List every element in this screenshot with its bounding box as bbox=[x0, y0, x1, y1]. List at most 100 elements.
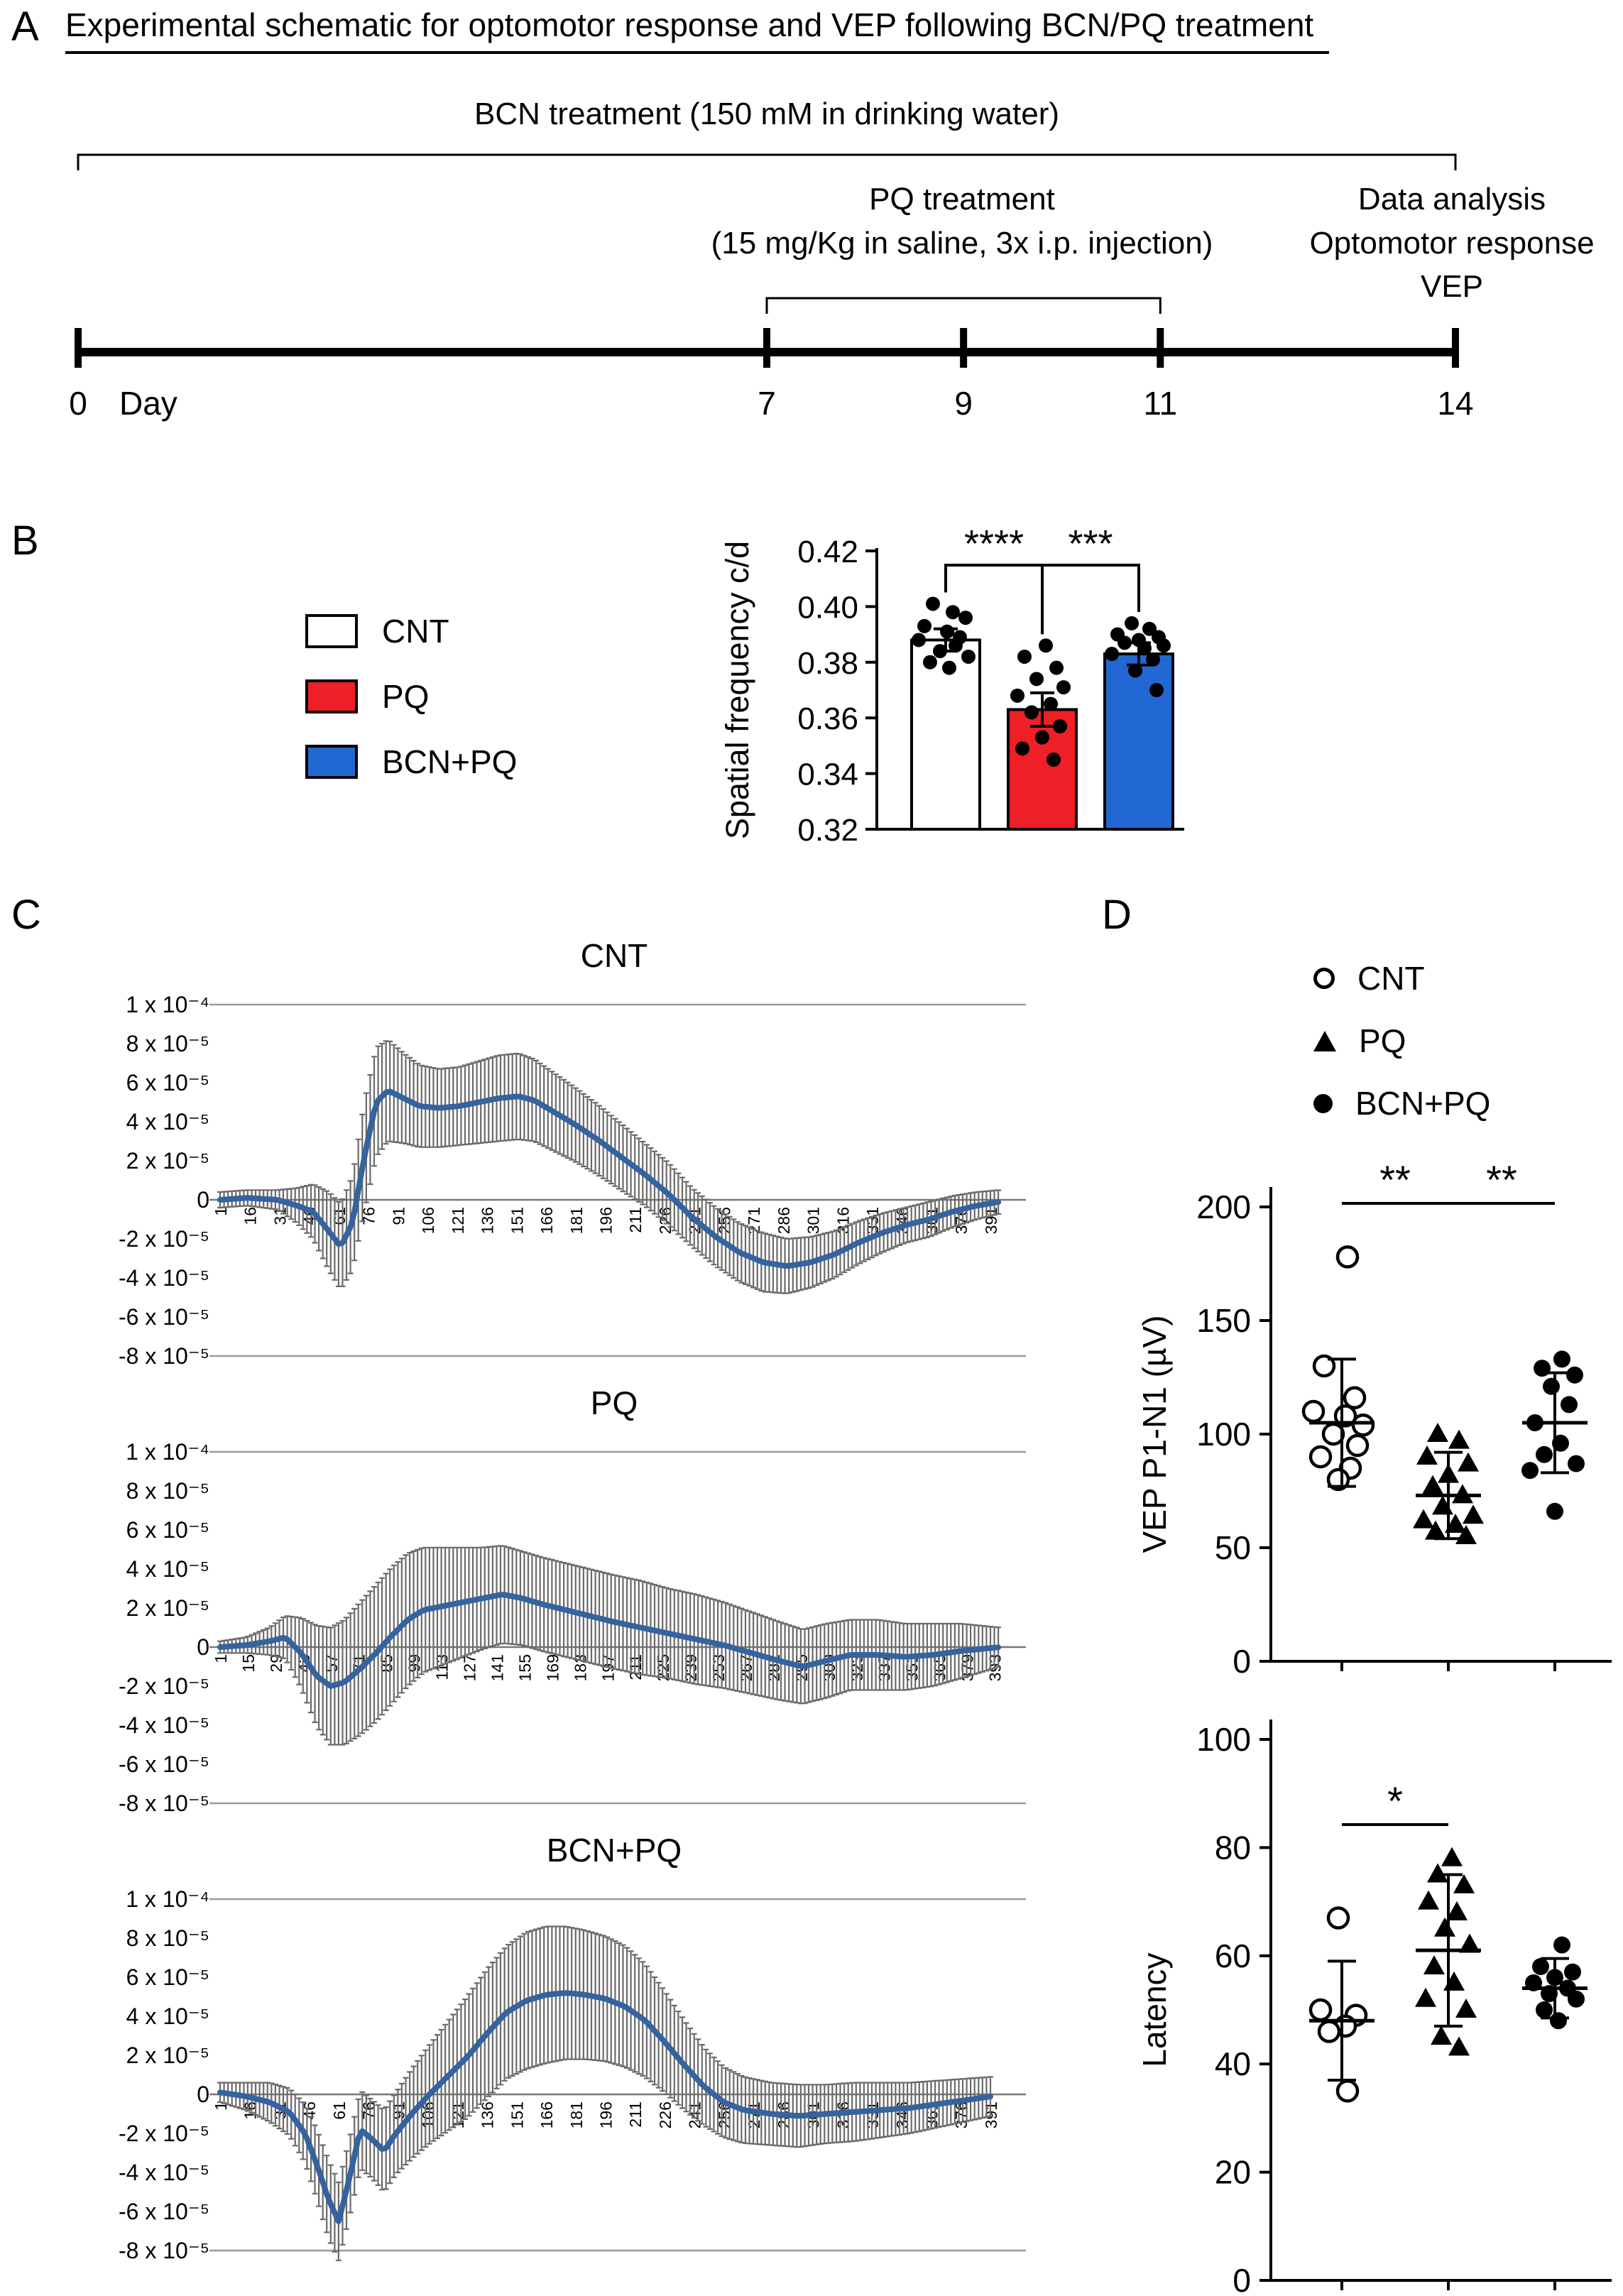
svg-text:286: 286 bbox=[775, 1207, 793, 1234]
svg-text:-2 x 10⁻⁵: -2 x 10⁻⁵ bbox=[119, 1226, 209, 1252]
svg-text:0.32: 0.32 bbox=[797, 813, 858, 848]
svg-text:-4 x 10⁻⁵: -4 x 10⁻⁵ bbox=[119, 2160, 209, 2185]
svg-text:181: 181 bbox=[567, 2101, 586, 2128]
svg-text:8 x 10⁻⁵: 8 x 10⁻⁵ bbox=[126, 1478, 209, 1504]
svg-text:40: 40 bbox=[1215, 2045, 1251, 2082]
svg-text:0: 0 bbox=[197, 2082, 209, 2107]
svg-text:*: * bbox=[1387, 1778, 1403, 1823]
svg-text:166: 166 bbox=[537, 1207, 556, 1234]
svg-text:0: 0 bbox=[69, 385, 87, 422]
svg-text:Spatial frequency c/d: Spatial frequency c/d bbox=[719, 541, 755, 839]
data-analysis-label: Data analysis Optomotor response VEP bbox=[1285, 177, 1619, 309]
svg-text:-8 x 10⁻⁵: -8 x 10⁻⁵ bbox=[119, 1343, 209, 1369]
svg-text:-2 x 10⁻⁵: -2 x 10⁻⁵ bbox=[119, 2121, 209, 2146]
scatter-legend: CNT PQ BCN+PQ bbox=[1313, 960, 1490, 1147]
svg-text:50: 50 bbox=[1215, 1529, 1251, 1566]
svg-text:0: 0 bbox=[1233, 1643, 1251, 1680]
svg-text:Day: Day bbox=[119, 385, 177, 422]
panel-a-label: A bbox=[11, 4, 39, 50]
svg-text:60: 60 bbox=[1215, 1937, 1251, 1974]
bcn-treatment-label: BCN treatment (150 mM in drinking water) bbox=[474, 97, 1060, 131]
svg-text:1: 1 bbox=[212, 1654, 230, 1663]
svg-text:**: ** bbox=[1486, 1157, 1517, 1202]
legend-item-pq: PQ bbox=[1313, 1022, 1490, 1059]
svg-text:-2 x 10⁻⁵: -2 x 10⁻⁵ bbox=[119, 1673, 209, 1699]
svg-text:0.42: 0.42 bbox=[797, 535, 858, 569]
svg-text:2 x 10⁻⁵: 2 x 10⁻⁵ bbox=[126, 2043, 209, 2068]
svg-text:61: 61 bbox=[330, 2101, 349, 2120]
pq-treatment-line2: (15 mg/Kg in saline, 3x i.p. injection) bbox=[711, 225, 1213, 261]
svg-text:29: 29 bbox=[267, 1654, 285, 1673]
panel-d-label: D bbox=[1102, 892, 1132, 938]
svg-text:1 x 10⁻⁴: 1 x 10⁻⁴ bbox=[126, 1439, 209, 1465]
pq-treatment-label: PQ treatment (15 mg/Kg in saline, 3x i.p… bbox=[660, 177, 1264, 265]
svg-text:0: 0 bbox=[197, 1634, 209, 1660]
svg-text:Latency: Latency bbox=[1136, 1952, 1173, 2067]
svg-text:151: 151 bbox=[508, 1207, 526, 1234]
svg-text:0: 0 bbox=[197, 1187, 209, 1213]
svg-text:6 x 10⁻⁵: 6 x 10⁻⁵ bbox=[126, 1517, 209, 1543]
svg-text:-6 x 10⁻⁵: -6 x 10⁻⁵ bbox=[119, 1304, 209, 1330]
svg-text:**: ** bbox=[1379, 1157, 1411, 1202]
svg-text:127: 127 bbox=[461, 1654, 479, 1681]
svg-text:0.40: 0.40 bbox=[797, 590, 858, 625]
svg-text:200: 200 bbox=[1196, 1188, 1251, 1225]
svg-text:6 x 10⁻⁵: 6 x 10⁻⁵ bbox=[126, 1070, 209, 1095]
svg-text:155: 155 bbox=[515, 1654, 534, 1681]
treatment-timeline-schematic: 0 7 9 11 14 Day bbox=[69, 153, 1474, 422]
svg-text:2 x 10⁻⁵: 2 x 10⁻⁵ bbox=[126, 1148, 209, 1174]
svg-text:14: 14 bbox=[1437, 385, 1473, 422]
svg-text:8 x 10⁻⁵: 8 x 10⁻⁵ bbox=[126, 1031, 209, 1056]
data-analysis-line2: Optomotor response bbox=[1309, 225, 1595, 261]
svg-text:169: 169 bbox=[543, 1654, 562, 1681]
svg-text:-8 x 10⁻⁵: -8 x 10⁻⁵ bbox=[119, 2238, 209, 2263]
legend-item-pq: PQ bbox=[305, 677, 517, 716]
svg-text:91: 91 bbox=[389, 1207, 408, 1225]
svg-text:9: 9 bbox=[954, 385, 973, 422]
panel-a-title: Experimental schematic for optomotor res… bbox=[65, 6, 1330, 54]
legend-item-bcnpq: BCN+PQ bbox=[305, 743, 517, 781]
svg-text:100: 100 bbox=[1196, 1721, 1251, 1758]
svg-text:15: 15 bbox=[239, 1654, 258, 1673]
filled-circle-icon bbox=[1313, 1093, 1333, 1113]
legend-label-cnt: CNT bbox=[1357, 960, 1425, 997]
cnt-color-swatch bbox=[305, 614, 358, 648]
svg-text:136: 136 bbox=[479, 2101, 497, 2128]
svg-text:4 x 10⁻⁵: 4 x 10⁻⁵ bbox=[126, 2003, 209, 2029]
pq-treatment-line1: PQ treatment bbox=[869, 182, 1055, 217]
svg-text:CNT: CNT bbox=[581, 937, 648, 974]
panel-c-label: C bbox=[11, 892, 41, 938]
svg-text:-6 x 10⁻⁵: -6 x 10⁻⁵ bbox=[119, 1751, 209, 1777]
vep-trace-chart-bcnpq: BCN+PQ 1 x 10⁻⁴ 8 x 10⁻⁵ 6 x 10⁻⁵ 4 x 10⁻⁵ 2 … bbox=[119, 1832, 1026, 2263]
legend-item-cnt: CNT bbox=[1313, 960, 1490, 997]
vep-amplitude-scatter-chart: 0 50 100 150 200 VEP P1-N1 (µV) ** ** bbox=[1136, 1157, 1612, 1680]
svg-text:7: 7 bbox=[758, 385, 776, 422]
svg-text:196: 196 bbox=[596, 2101, 615, 2128]
svg-text:121: 121 bbox=[449, 1207, 467, 1234]
vep-trace-chart-pq: PQ 1 x 10⁻⁴ 8 x 10⁻⁵ 6 x 10⁻⁵ 4 x 10⁻⁵ 2 x 10… bbox=[119, 1384, 1026, 1816]
svg-text:-4 x 10⁻⁵: -4 x 10⁻⁵ bbox=[119, 1265, 209, 1291]
svg-text:80: 80 bbox=[1215, 1829, 1251, 1866]
svg-text:-8 x 10⁻⁵: -8 x 10⁻⁵ bbox=[119, 1791, 209, 1816]
filled-triangle-icon bbox=[1313, 1030, 1336, 1051]
svg-text:11: 11 bbox=[1143, 385, 1177, 422]
svg-text:1 x 10⁻⁴: 1 x 10⁻⁴ bbox=[126, 992, 209, 1017]
svg-text:-6 x 10⁻⁵: -6 x 10⁻⁵ bbox=[119, 2199, 209, 2224]
svg-text:****: **** bbox=[964, 523, 1024, 565]
svg-text:151: 151 bbox=[508, 2101, 526, 2128]
svg-text:PQ: PQ bbox=[591, 1384, 638, 1421]
svg-text:141: 141 bbox=[488, 1654, 506, 1681]
bar-chart-legend: CNT PQ BCN+PQ bbox=[305, 612, 517, 808]
open-circle-icon bbox=[1313, 968, 1335, 989]
svg-text:1 x 10⁻⁴: 1 x 10⁻⁴ bbox=[126, 1886, 209, 1912]
svg-text:196: 196 bbox=[596, 1207, 615, 1234]
spatial-frequency-bar-chart: 0.32 0.34 0.36 0.38 0.40 0.42 Spatial frequenc… bbox=[719, 523, 1184, 848]
svg-text:181: 181 bbox=[567, 1207, 586, 1234]
latency-scatter-chart: 0 20 40 60 80 100 Latency * bbox=[1136, 1720, 1612, 2296]
svg-text:106: 106 bbox=[419, 1207, 437, 1234]
svg-text:4 x 10⁻⁵: 4 x 10⁻⁵ bbox=[126, 1109, 209, 1135]
svg-text:136: 136 bbox=[479, 1207, 497, 1234]
svg-text:6 x 10⁻⁵: 6 x 10⁻⁵ bbox=[126, 1964, 209, 1990]
legend-label-cnt: CNT bbox=[382, 613, 449, 650]
